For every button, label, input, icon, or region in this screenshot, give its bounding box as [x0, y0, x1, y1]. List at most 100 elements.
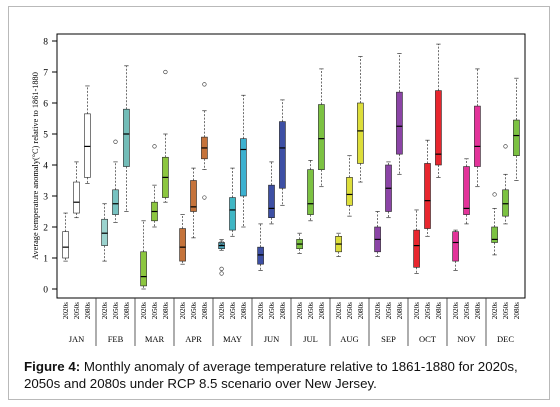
- month-label-dec: DEC: [497, 334, 514, 344]
- period-label: 2020s: [62, 302, 70, 319]
- box-nov-2080s: [474, 105, 481, 167]
- box-sep-2080s: [396, 91, 403, 155]
- y-tick-label: 3: [43, 193, 48, 203]
- month-label-nov: NOV: [457, 334, 476, 344]
- outlier-point: [503, 144, 508, 149]
- period-label: 2020s: [179, 302, 187, 319]
- period-label: 2080s: [396, 302, 404, 319]
- y-tick-label: 8: [43, 38, 48, 48]
- month-label-apr: APR: [185, 334, 202, 344]
- period-label: 2020s: [257, 302, 265, 319]
- y-tick-label: 1: [43, 255, 48, 265]
- period-label: 2020s: [101, 302, 109, 319]
- period-label: 2080s: [474, 302, 482, 319]
- period-label: 2080s: [279, 302, 287, 319]
- outlier-point: [219, 271, 224, 276]
- caption-label: Figure 4:: [24, 359, 81, 374]
- box-jan-2080s: [84, 113, 91, 178]
- period-label: 2050s: [307, 302, 315, 319]
- y-tick-label: 4: [43, 162, 48, 172]
- caption-text: Monthly anomaly of average temperature r…: [24, 359, 518, 391]
- box-may-2050s: [229, 197, 236, 231]
- box-dec-2020s: [491, 226, 498, 243]
- period-label: 2020s: [491, 302, 499, 319]
- box-series: [62, 43, 520, 290]
- box-apr-2050s: [190, 180, 197, 212]
- month-label-mar: MAR: [145, 334, 165, 344]
- box-aug-2080s: [357, 102, 364, 164]
- box-jan-2050s: [73, 181, 80, 214]
- period-label: 2050s: [346, 302, 354, 319]
- period-label: 2080s: [162, 302, 170, 319]
- box-dec-2080s: [513, 119, 520, 157]
- y-tick-label: 7: [43, 69, 48, 79]
- box-feb-2020s: [101, 218, 108, 246]
- box-oct-2080s: [435, 90, 442, 166]
- y-tick-label: 6: [43, 100, 48, 110]
- period-label: 2080s: [123, 302, 131, 319]
- box-jun-2050s: [268, 184, 275, 218]
- outlier-point: [219, 240, 224, 245]
- month-label-jan: JAN: [69, 334, 85, 344]
- month-label-aug: AUG: [340, 334, 358, 344]
- y-tick-label: 2: [43, 224, 48, 234]
- box-jun-2080s: [279, 121, 286, 189]
- month-label-may: MAY: [223, 334, 242, 344]
- box-dec-2050s: [502, 189, 509, 217]
- outlier-point: [152, 144, 157, 149]
- box-oct-2020s: [413, 229, 420, 268]
- box-jul-2080s: [318, 104, 325, 170]
- box-aug-2050s: [346, 177, 353, 206]
- outlier-point: [492, 192, 497, 197]
- box-feb-2050s: [112, 189, 119, 215]
- box-jan-2020s: [62, 231, 69, 259]
- period-label: 2080s: [318, 302, 326, 319]
- box-oct-2050s: [424, 163, 431, 229]
- period-label: 2080s: [357, 302, 365, 319]
- period-label: 2020s: [413, 302, 421, 319]
- period-label: 2050s: [463, 302, 471, 319]
- period-label: 2020s: [335, 302, 343, 319]
- y-axis-label: Average temperature anomaly(°C) relative…: [31, 72, 40, 260]
- outlier-point: [202, 82, 207, 87]
- box-apr-2020s: [179, 228, 186, 262]
- box-may-2080s: [240, 138, 247, 197]
- period-label: 2080s: [435, 302, 443, 319]
- period-label: 2080s: [84, 302, 92, 319]
- period-label: 2020s: [140, 302, 148, 319]
- period-label: 2050s: [112, 302, 120, 319]
- period-label: 2050s: [151, 302, 159, 319]
- period-label: 2050s: [385, 302, 393, 319]
- outlier-point: [163, 69, 168, 75]
- box-mar-2020s: [140, 251, 147, 287]
- month-label-feb: FEB: [108, 334, 124, 344]
- figure-caption: Figure 4: Monthly anomaly of average tem…: [24, 358, 549, 392]
- box-nov-2050s: [463, 166, 470, 215]
- period-label: 2080s: [201, 302, 209, 319]
- box-feb-2080s: [123, 108, 130, 167]
- period-label: 2020s: [452, 302, 460, 319]
- period-label: 2050s: [502, 302, 510, 319]
- month-label-jul: JUL: [303, 334, 318, 344]
- y-tick-label: 0: [43, 286, 48, 296]
- box-jul-2050s: [307, 169, 314, 215]
- period-label: 2050s: [190, 302, 198, 319]
- period-label: 2050s: [424, 302, 432, 319]
- period-label: 2020s: [374, 302, 382, 319]
- box-nov-2020s: [452, 231, 459, 262]
- outlier-point: [113, 139, 118, 144]
- period-label: 2080s: [513, 302, 521, 319]
- period-label: 2050s: [268, 302, 276, 319]
- y-tick-label: 5: [43, 131, 48, 141]
- outlier-point: [202, 195, 207, 200]
- period-label: 2050s: [229, 302, 237, 319]
- month-label-oct: OCT: [419, 334, 437, 344]
- outlier-point: [219, 266, 224, 271]
- axis-labels: 0 1 2 3 4 5 6 7 8 Average temperature anomaly(°C)…: [31, 38, 521, 345]
- month-label-jun: JUN: [264, 334, 280, 344]
- period-label: 2080s: [240, 302, 248, 319]
- axes: [52, 33, 526, 346]
- period-label: 2020s: [218, 302, 226, 319]
- box-jun-2020s: [257, 246, 264, 265]
